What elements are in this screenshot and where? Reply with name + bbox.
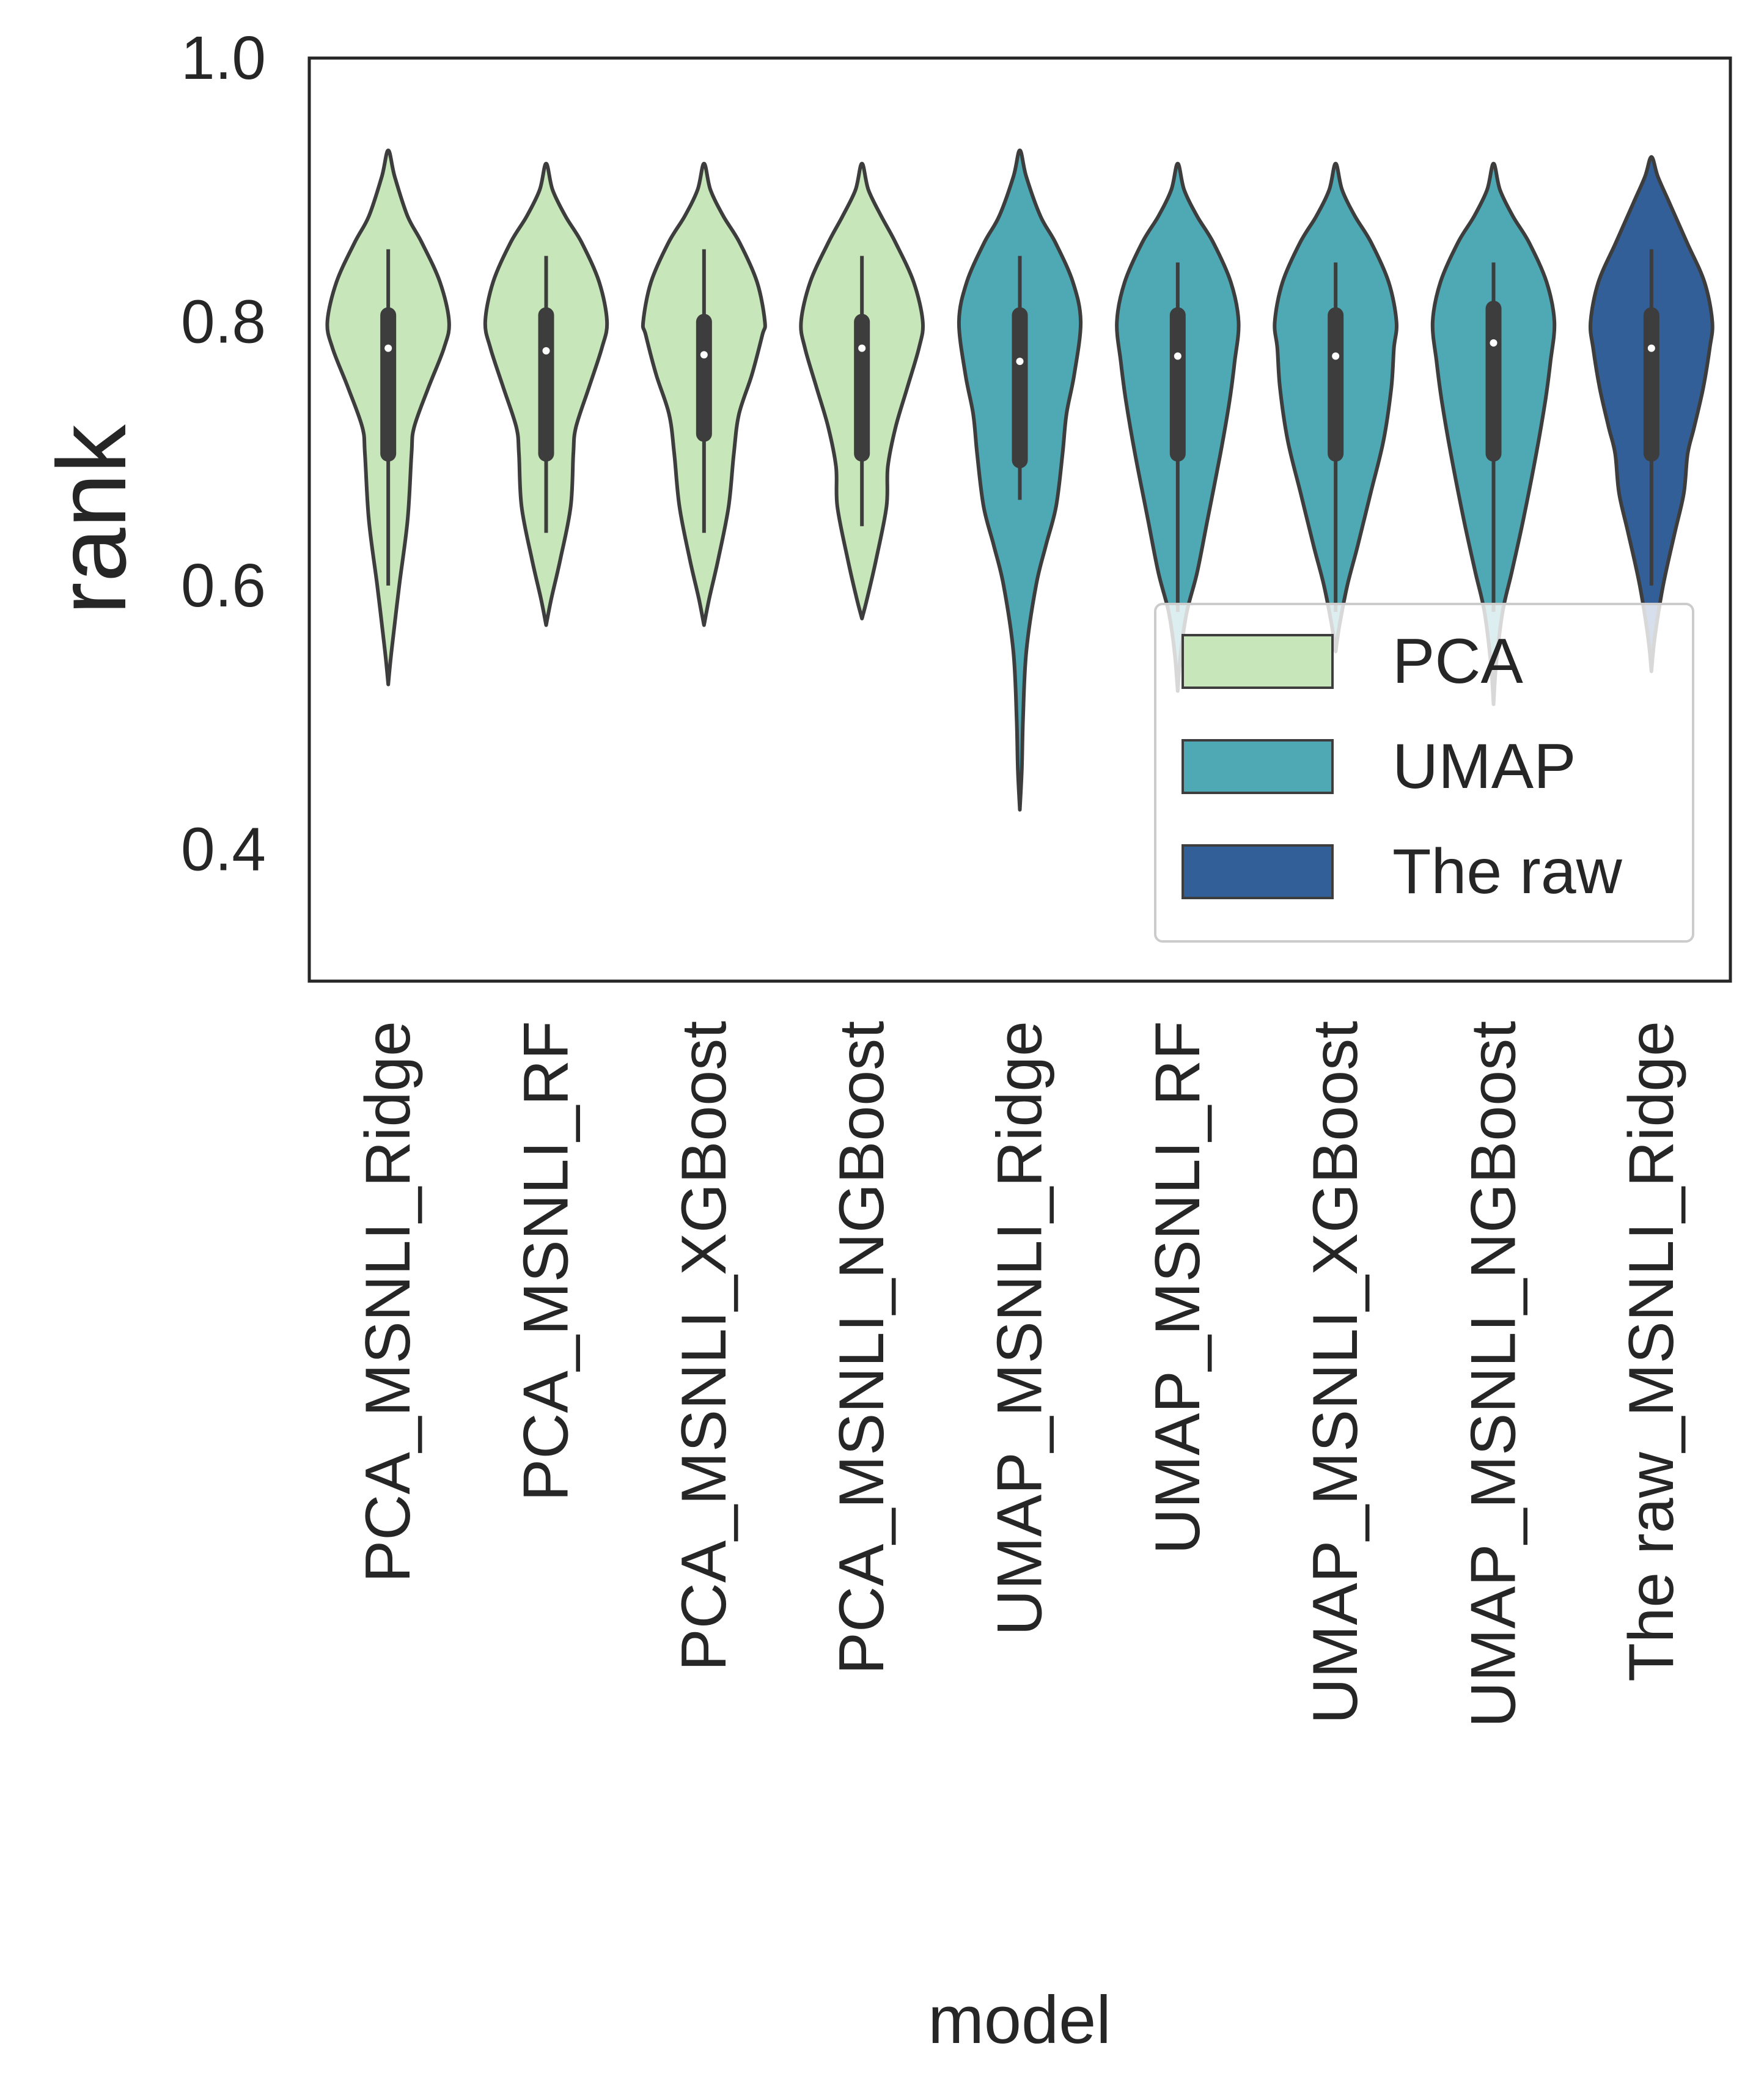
violin-median-dot bbox=[1332, 352, 1340, 360]
violin-5 bbox=[957, 149, 1083, 812]
violin-median-dot bbox=[1490, 339, 1498, 347]
y-axis: 0.4 0.6 0.8 1.0 bbox=[181, 24, 266, 883]
y-tick-label: 0.4 bbox=[181, 815, 266, 883]
violin-3 bbox=[641, 161, 767, 627]
violin-median-dot bbox=[700, 351, 708, 359]
violin-8 bbox=[1430, 161, 1557, 706]
legend-item: The raw bbox=[1182, 836, 1623, 907]
legend-item: UMAP bbox=[1182, 731, 1576, 802]
violin-median-dot bbox=[542, 347, 550, 355]
plot-area bbox=[325, 149, 1714, 812]
y-tick-label: 0.6 bbox=[181, 551, 266, 620]
x-tick-label: PCA_MSNLI_NGBoost bbox=[826, 1021, 897, 1674]
legend-swatch bbox=[1182, 739, 1334, 794]
legend-swatch bbox=[1182, 844, 1334, 899]
violin-median-dot bbox=[1174, 352, 1182, 360]
x-axis-label: model bbox=[928, 1982, 1111, 2058]
legend-label: PCA bbox=[1392, 626, 1523, 697]
violin-2 bbox=[483, 161, 609, 627]
x-tick-label: UMAP_MSNLI_RF bbox=[1142, 1021, 1213, 1555]
y-axis-label: rank bbox=[37, 424, 146, 614]
violin-median-dot bbox=[1016, 358, 1024, 366]
legend-item: PCA bbox=[1182, 626, 1523, 697]
x-tick-label: PCA_MSNLI_RF bbox=[511, 1021, 582, 1501]
violin-9 bbox=[1588, 155, 1714, 674]
violin-4 bbox=[799, 161, 925, 620]
x-tick-label: PCA_MSNLI_XGBoost bbox=[669, 1021, 740, 1671]
legend-swatch bbox=[1182, 634, 1334, 689]
legend: PCA UMAP The raw bbox=[1154, 603, 1694, 943]
y-tick-label: 0.8 bbox=[181, 287, 266, 356]
violin-median-dot bbox=[858, 344, 866, 352]
violin-median-dot bbox=[1647, 344, 1655, 352]
legend-label: The raw bbox=[1392, 836, 1623, 907]
violin-median-dot bbox=[384, 344, 392, 352]
x-tick-label: PCA_MSNLI_Ridge bbox=[353, 1021, 424, 1583]
y-tick-label: 1.0 bbox=[181, 24, 266, 92]
x-tick-label: The raw_MSNLI_Ridge bbox=[1616, 1021, 1687, 1682]
x-tick-label: UMAP_MSNLI_NGBoost bbox=[1458, 1021, 1529, 1728]
x-tick-label: UMAP_MSNLI_XGBoost bbox=[1300, 1021, 1371, 1724]
violin-1 bbox=[325, 149, 451, 686]
legend-label: UMAP bbox=[1392, 731, 1576, 802]
axes-frame bbox=[307, 56, 1732, 983]
violin-7 bbox=[1273, 161, 1398, 653]
x-tick-label: UMAP_MSNLI_Ridge bbox=[985, 1021, 1056, 1636]
x-axis: PCA_MSNLI_Ridge PCA_MSNLI_RF PCA_MSNLI_XGB… bbox=[353, 1021, 1687, 1728]
violin-6 bbox=[1115, 161, 1241, 693]
